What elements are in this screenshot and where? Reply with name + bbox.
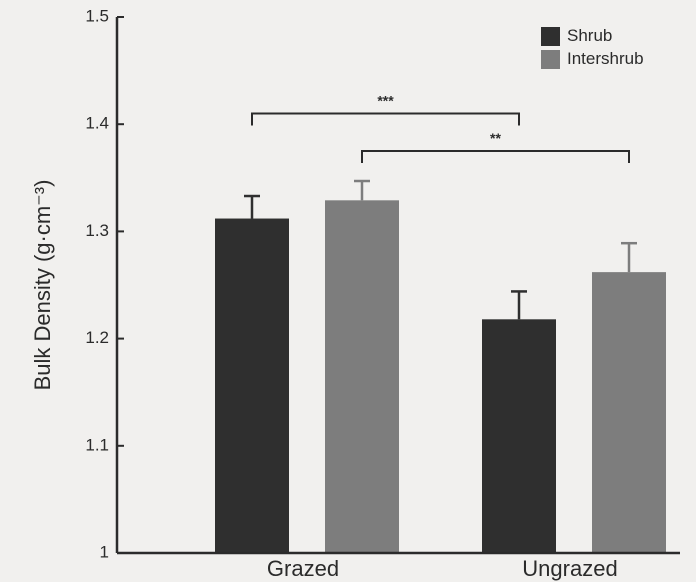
legend-label-shrub: Shrub bbox=[567, 26, 612, 45]
x-category-label: Ungrazed bbox=[522, 556, 617, 581]
axes-layer: 1 1.1 1.2 1.3 1.4 1.5 Grazed Ungrazed bbox=[85, 6, 680, 581]
legend: Shrub Intershrub bbox=[541, 26, 644, 69]
y-tick-label: 1.5 bbox=[85, 6, 109, 25]
y-axis-title: Bulk Density (g·cm⁻³) bbox=[30, 180, 55, 391]
x-category-label: Grazed bbox=[267, 556, 339, 581]
legend-swatch-intershrub bbox=[541, 50, 560, 69]
bar-intershrub-ungrazed bbox=[592, 272, 666, 553]
y-tick-label: 1 bbox=[100, 542, 109, 561]
bar-shrub-ungrazed bbox=[482, 319, 556, 553]
significance-layer: ***** bbox=[251, 92, 630, 163]
significance-bracket bbox=[361, 150, 630, 163]
significance-label: *** bbox=[377, 92, 394, 108]
significance-bracket bbox=[251, 112, 520, 126]
legend-label-intershrub: Intershrub bbox=[567, 49, 644, 68]
y-tick-label: 1.2 bbox=[85, 328, 109, 347]
significance-label: ** bbox=[490, 130, 501, 146]
bars-layer bbox=[215, 200, 666, 553]
y-tick-label: 1.1 bbox=[85, 435, 109, 454]
y-tick-label: 1.4 bbox=[85, 114, 109, 133]
y-tick-label: 1.3 bbox=[85, 221, 109, 240]
error-bars-layer bbox=[244, 179, 637, 320]
bar-shrub-grazed bbox=[215, 218, 289, 553]
legend-swatch-shrub bbox=[541, 27, 560, 46]
bar-intershrub-grazed bbox=[325, 200, 399, 553]
